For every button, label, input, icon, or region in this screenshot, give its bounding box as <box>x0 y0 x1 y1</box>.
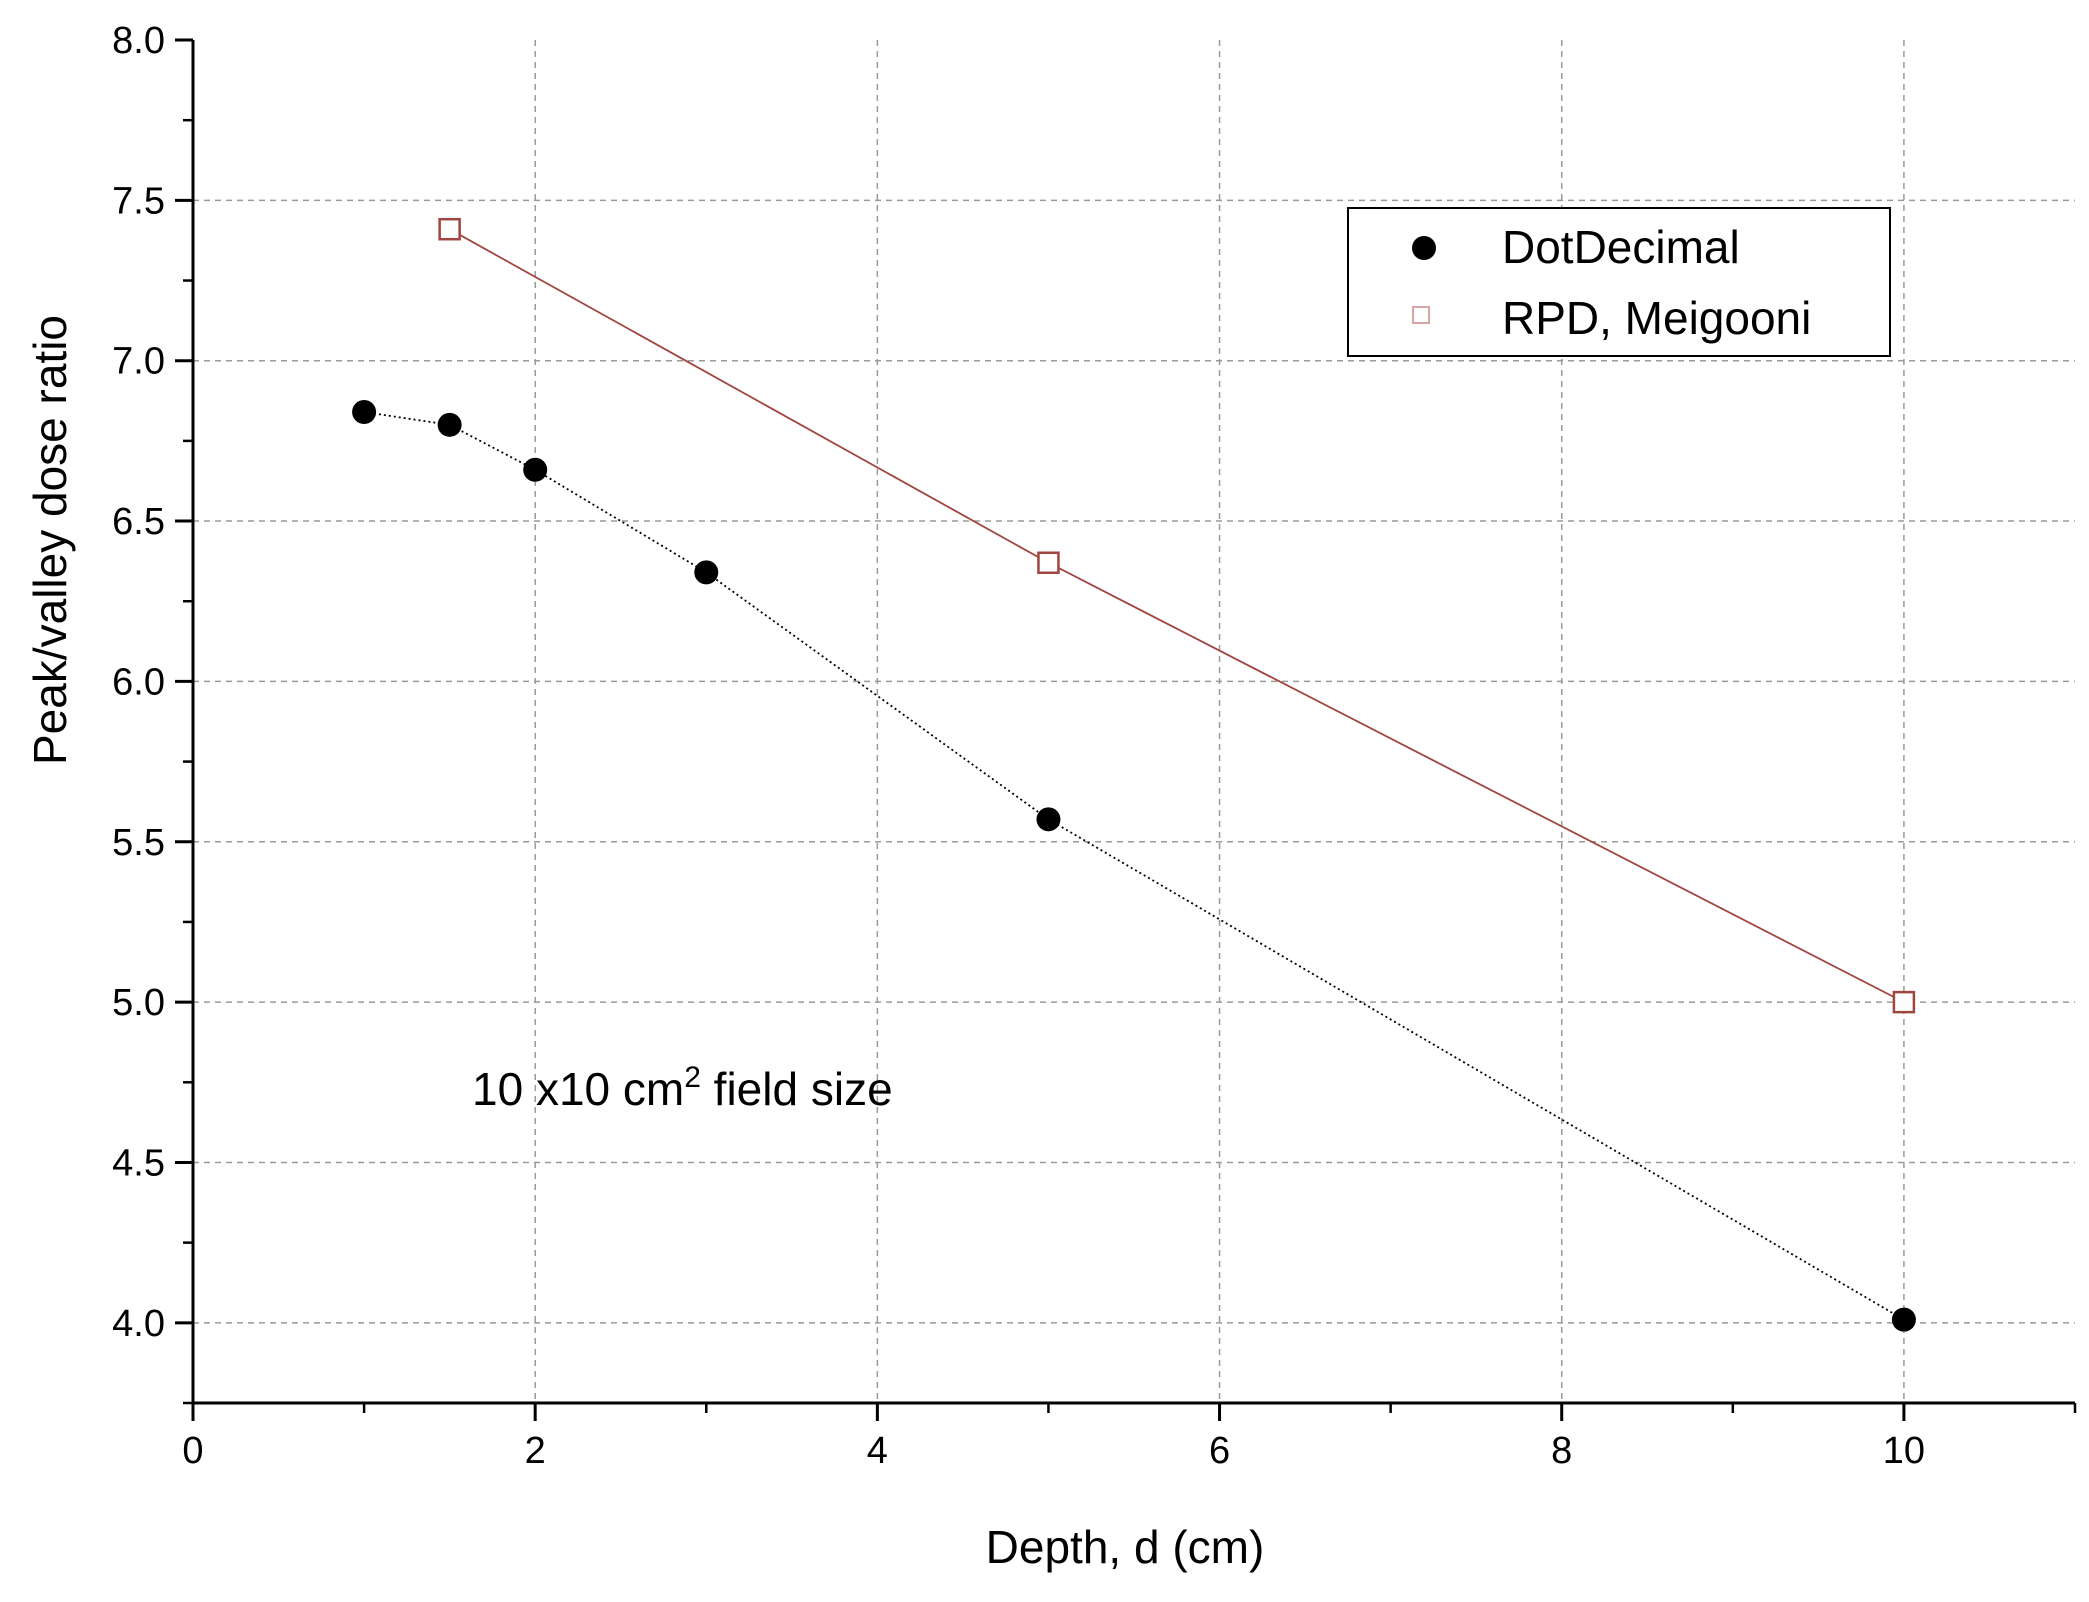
data-point-rpd-meigooni-2 <box>1892 990 1916 1014</box>
data-point-dotdecimal-3 <box>694 560 719 585</box>
x-tick-label-5: 10 <box>1883 1430 1925 1472</box>
y-tick-label-1: 4.5 <box>112 1142 165 1184</box>
data-point-dotdecimal-0 <box>352 400 377 425</box>
data-point-dotdecimal-2 <box>523 457 548 482</box>
x-tick-label-3: 6 <box>1209 1430 1230 1472</box>
legend-label-dotdecimal: DotDecimal <box>1502 221 1740 273</box>
legend-box <box>1347 207 1891 357</box>
data-point-rpd-meigooni-1 <box>1037 551 1060 575</box>
legend-marker-rpd-meigooni <box>1412 306 1430 324</box>
y-axis-title: Peak/valley dose ratio <box>24 315 76 765</box>
x-tick-label-4: 8 <box>1551 1430 1572 1472</box>
grid-layer <box>193 40 2075 1403</box>
x-tick-label-0: 0 <box>182 1430 203 1472</box>
legend: DotDecimal RPD, Meigooni <box>1347 207 1891 357</box>
x-axis-title: Depth, d (cm) <box>986 1521 1265 1573</box>
annotation-superscript: 2 <box>684 1061 701 1094</box>
y-tick-label-4: 6.0 <box>112 661 165 703</box>
y-tick-label-5: 6.5 <box>112 501 165 543</box>
field-size-annotation: 10 x10 cm2 field size <box>472 1061 893 1115</box>
legend-label-rpd-meigooni: RPD, Meigooni <box>1502 292 1811 344</box>
x-tick-label-2: 4 <box>867 1430 888 1472</box>
y-tick-label-0: 4.0 <box>112 1303 165 1345</box>
y-tick-label-3: 5.5 <box>112 822 165 864</box>
axes-layer: 0 2 4 6 8 10 4.0 4.5 5.0 5.5 6.0 6.5 7.0 7.5 8.0 <box>112 20 2077 1472</box>
legend-marker-dotdecimal <box>1412 236 1436 260</box>
annotation-suffix: field size <box>701 1063 893 1115</box>
y-tick-label-2: 5.0 <box>112 982 165 1024</box>
data-point-dotdecimal-5 <box>1891 1307 1916 1332</box>
data-point-dotdecimal-1 <box>437 412 462 437</box>
series-layer <box>352 217 1916 1332</box>
data-point-rpd-meigooni-0 <box>438 217 461 241</box>
y-tick-label-7: 7.5 <box>112 180 165 222</box>
data-point-dotdecimal-4 <box>1036 807 1061 832</box>
y-tick-label-6: 7.0 <box>112 341 165 383</box>
x-tick-label-1: 2 <box>525 1430 546 1472</box>
annotation-prefix: 10 x10 cm <box>472 1063 684 1115</box>
y-tick-label-8: 8.0 <box>112 20 165 62</box>
